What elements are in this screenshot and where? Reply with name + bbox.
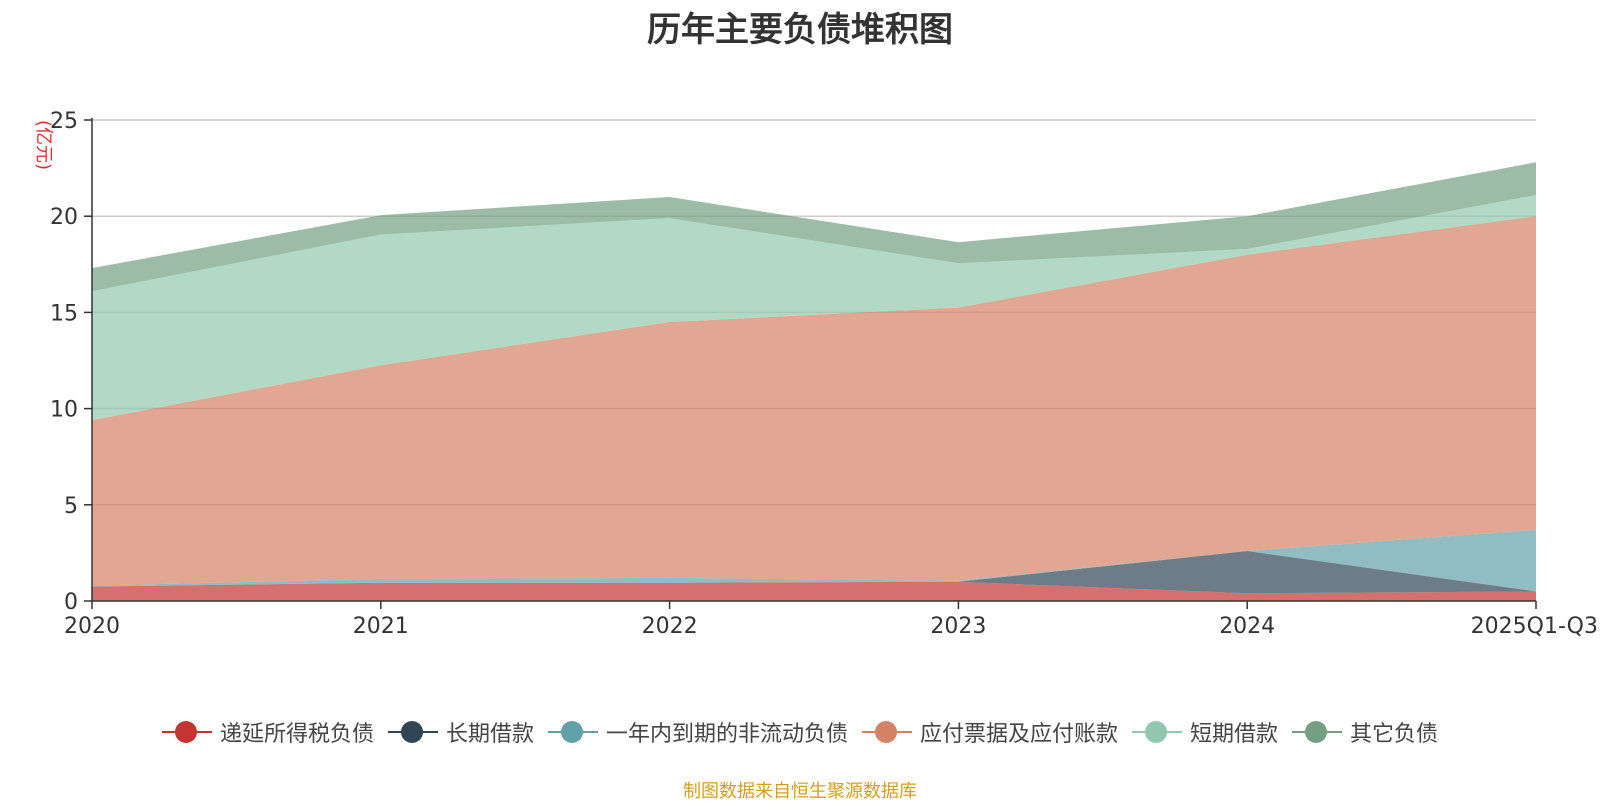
x-tick-label: 2024: [1219, 614, 1275, 639]
y-tick-label: 20: [50, 205, 78, 230]
y-tick-label: 15: [50, 301, 78, 326]
legend: 递延所得税负债 长期借款 一年内到期的非流动负债 应付票据及应付账款 短期借款 其它负债: [0, 716, 1600, 748]
x-tick-label: 2021: [353, 614, 409, 639]
y-tick-label: 25: [50, 109, 78, 134]
legend-marker-icon: [161, 720, 212, 744]
x-tick-label: 2025Q1-Q3: [1471, 614, 1598, 639]
legend-item[interactable]: 递延所得税负债: [161, 716, 374, 748]
legend-label: 递延所得税负债: [219, 722, 374, 747]
area-series[interactable]: [92, 581, 1536, 601]
x-tick-label: 2023: [930, 614, 986, 639]
legend-label: 短期借款: [1190, 722, 1279, 747]
legend-item[interactable]: 应付票据及应付账款: [862, 716, 1118, 748]
legend-label: 长期借款: [445, 722, 534, 747]
legend-marker-icon: [387, 720, 438, 744]
area-series[interactable]: [92, 195, 1536, 421]
chart-title: 历年主要负债堆积图: [647, 10, 953, 50]
legend-marker-icon: [862, 720, 912, 744]
area-series[interactable]: [92, 216, 1536, 586]
y-axis-label: (亿元): [33, 120, 54, 170]
x-tick-label: 2022: [642, 614, 698, 639]
legend-marker-icon: [547, 720, 598, 744]
area-series[interactable]: [92, 162, 1536, 292]
area-layer: [92, 162, 1536, 601]
source-note: 制图数据来自恒生聚源数据库: [683, 781, 917, 802]
axis-layer: 0 5 10 15 20 25 2020 2021 2022 2023 2024 2025Q1-Q3: [50, 109, 1598, 639]
legend-marker-icon: [1292, 720, 1343, 744]
legend-item[interactable]: 短期借款: [1132, 716, 1278, 748]
legend-label: 其它负债: [1350, 722, 1439, 747]
x-tick-label: 2020: [64, 614, 120, 639]
legend-label: 一年内到期的非流动负债: [605, 722, 848, 747]
legend-item[interactable]: 其它负债: [1292, 716, 1438, 748]
y-tick-label: 0: [64, 590, 78, 615]
area-series[interactable]: [92, 551, 1536, 594]
legend-item[interactable]: 长期借款: [387, 716, 534, 748]
y-tick-label: 10: [50, 398, 78, 423]
legend-item[interactable]: 一年内到期的非流动负债: [547, 716, 848, 748]
y-tick-label: 5: [64, 494, 78, 519]
legend-label: 应付票据及应付账款: [920, 722, 1119, 747]
legend-marker-icon: [1132, 720, 1183, 744]
